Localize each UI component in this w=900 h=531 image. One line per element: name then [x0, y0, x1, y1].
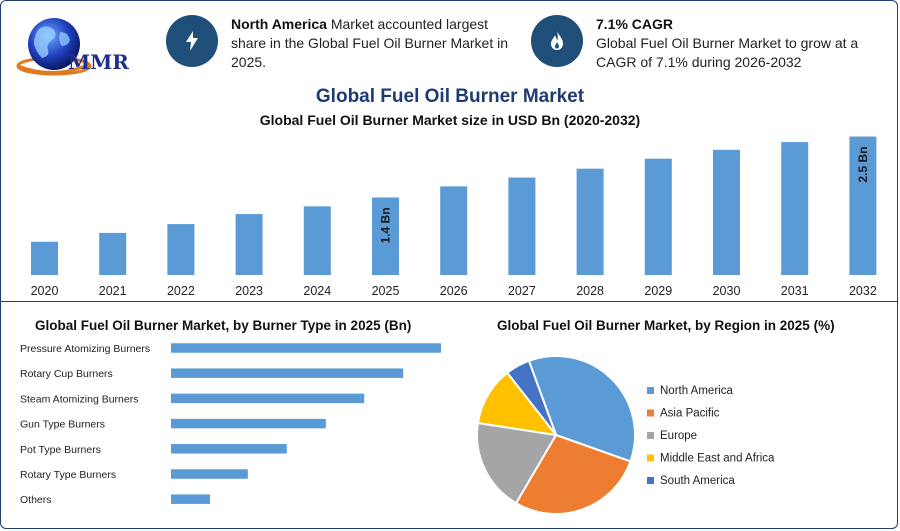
- y-category-label: Others: [20, 494, 52, 506]
- y-category-label: Steam Atomizing Burners: [20, 393, 138, 405]
- y-category-label: Gun Type Burners: [20, 419, 105, 431]
- x-tick-label: 2026: [440, 284, 468, 298]
- section-divider: [0, 301, 898, 302]
- info-north-america: North America Market accounted largest s…: [231, 15, 516, 72]
- region-pie-chart: North America Asia Pacific Europe Middle Ea…: [476, 355, 775, 515]
- info-left-bold: North America: [231, 16, 327, 32]
- info-right-bold: 7.1% CAGR: [596, 16, 674, 32]
- x-tick-label: 2032: [849, 284, 877, 298]
- main-title: Global Fuel Oil Burner Market: [315, 86, 585, 107]
- x-tick-label: 2029: [644, 284, 672, 298]
- x-tick-label: 2023: [235, 284, 263, 298]
- x-tick-label: 2025: [372, 284, 400, 298]
- market-size-bar-chart: 2020 2021 2022 2023 2024 2025 1.4 Bn 2026 2027 20…: [31, 136, 877, 298]
- info-right-text: Global Fuel Oil Burner Market to grow at…: [596, 35, 859, 70]
- hbar-rotary-type-burners: [171, 469, 248, 479]
- bar-2022: [167, 224, 195, 275]
- burner-type-bar-chart: Pressure Atomizing Burners Rotary Cup Bur…: [20, 343, 441, 506]
- x-tick-label: 2021: [99, 284, 127, 298]
- info-cagr: 7.1% CAGR Global Fuel Oil Burner Market …: [596, 15, 876, 72]
- flame-badge: [531, 15, 583, 67]
- pie-slice-europe: [476, 421, 558, 505]
- legend-label: Europe: [660, 430, 697, 442]
- info-left-text: Market accounted largest share in the Gl…: [231, 16, 509, 70]
- bar-2030: [713, 149, 740, 275]
- y-category-label: Rotary Type Burners: [20, 469, 116, 481]
- legend-label: North America: [660, 385, 733, 397]
- y-category-label: Pot Type Burners: [20, 444, 101, 456]
- flame-icon: [551, 31, 563, 50]
- bar-2023: [235, 214, 263, 275]
- globe-icon: [16, 18, 92, 76]
- x-tick-label: 2030: [713, 284, 741, 298]
- bar-2026: [440, 186, 468, 275]
- hbar-pot-type-burners: [171, 444, 287, 454]
- legend-swatch: [647, 387, 654, 394]
- bar-data-label: 1.4 Bn: [379, 207, 393, 243]
- legend-swatch: [647, 432, 654, 439]
- burner-type-chart-title: Global Fuel Oil Burner Market, by Burner…: [35, 318, 412, 333]
- hbar-others: [171, 494, 210, 504]
- x-tick-label: 2024: [303, 284, 331, 298]
- hbar-pressure-atomizing-burners: [171, 343, 441, 353]
- legend-label: Asia Pacific: [660, 408, 720, 420]
- x-tick-label: 2028: [576, 284, 604, 298]
- bar-2020: [31, 241, 58, 275]
- bar-2021: [99, 232, 127, 275]
- bar-data-label: 2.5 Bn: [856, 147, 870, 183]
- legend-swatch: [647, 477, 654, 484]
- x-tick-label: 2027: [508, 284, 536, 298]
- legend-label: South America: [660, 475, 735, 487]
- hbar-steam-atomizing-burners: [171, 393, 365, 404]
- x-tick-label: 2022: [167, 284, 195, 298]
- bar-2024: [303, 206, 331, 275]
- bar-chart-title: Global Fuel Oil Burner Market size in US…: [259, 112, 641, 128]
- logo-text: MMR: [68, 50, 129, 74]
- logo: [14, 10, 144, 80]
- y-category-label: Pressure Atomizing Burners: [20, 343, 150, 355]
- x-tick-label: 2031: [781, 284, 809, 298]
- region-chart-title: Global Fuel Oil Burner Market, by Region…: [497, 318, 835, 333]
- bar-2028: [576, 168, 604, 275]
- bar-2025: [372, 197, 399, 275]
- pie-slice-south-america: [505, 359, 557, 436]
- bolt-icon: [186, 31, 198, 51]
- x-tick-label: 2020: [31, 284, 59, 298]
- legend-label: Middle East and Africa: [660, 453, 775, 465]
- y-category-label: Rotary Cup Burners: [20, 368, 113, 380]
- bar-2029: [644, 158, 672, 275]
- hbar-gun-type-burners: [171, 418, 326, 429]
- bolt-badge: [166, 15, 218, 67]
- bar-2032: [849, 136, 877, 275]
- pie-slice-north-america: [527, 355, 636, 463]
- pie-slice-middle-east-and-africa: [476, 371, 559, 437]
- bar-2027: [508, 177, 536, 275]
- legend-swatch: [647, 454, 654, 462]
- legend-swatch: [647, 409, 654, 417]
- bar-2031: [781, 142, 809, 275]
- hbar-rotary-cup-burners: [171, 368, 404, 378]
